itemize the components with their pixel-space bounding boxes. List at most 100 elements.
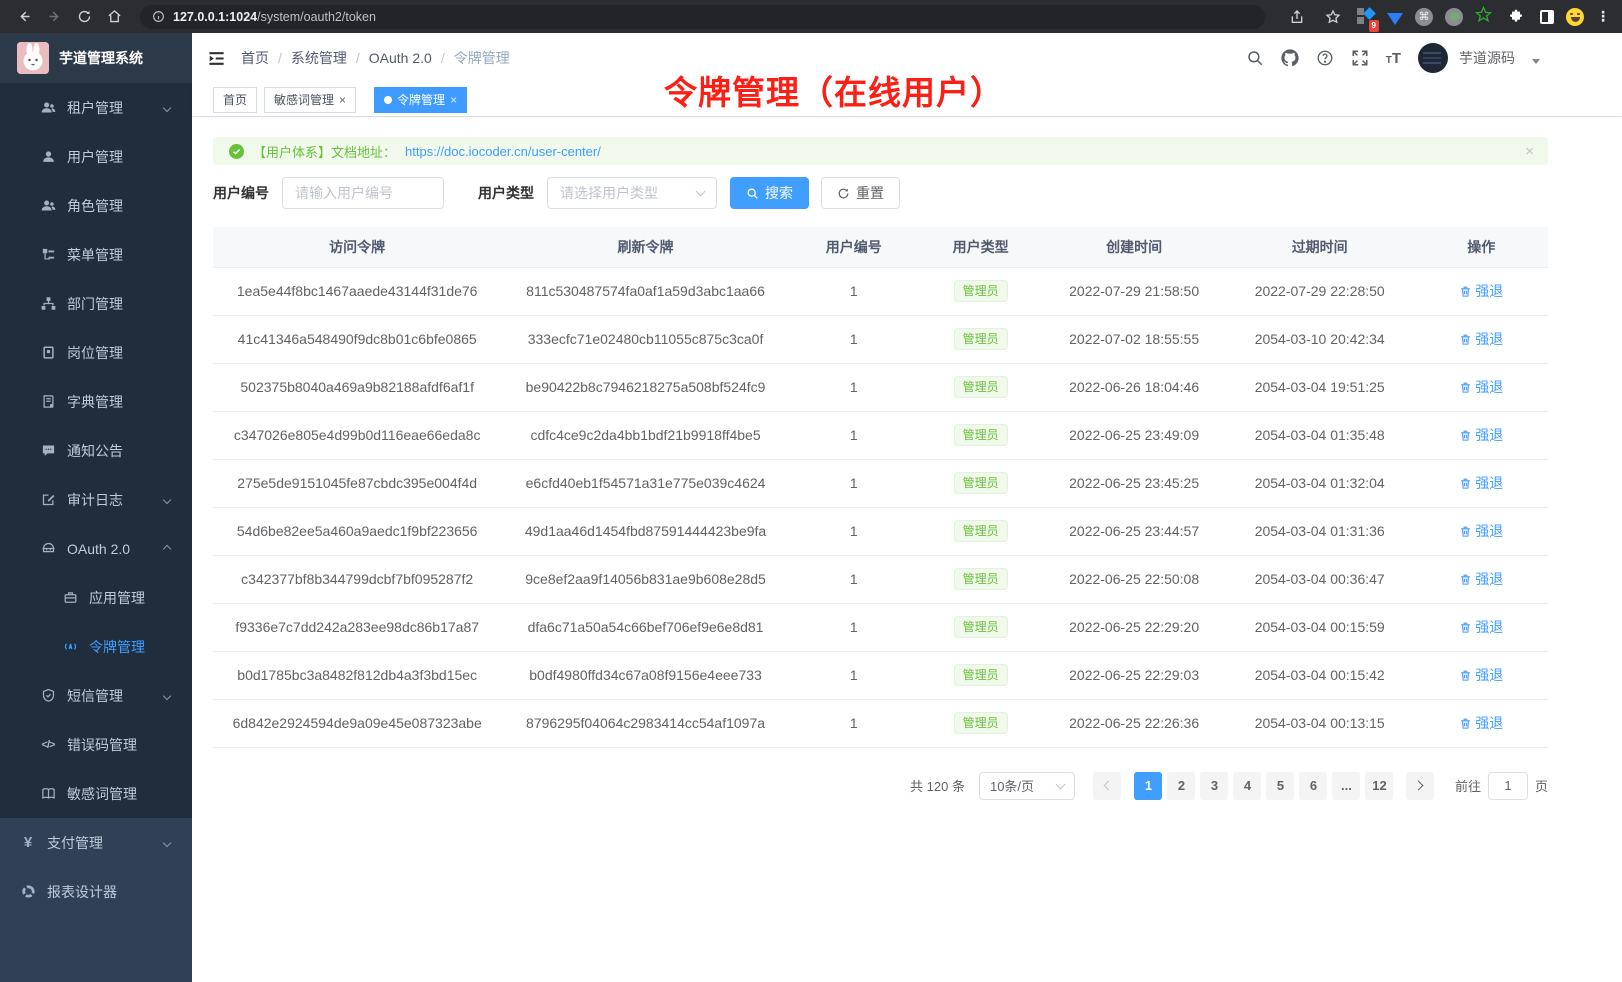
forward-icon[interactable]: [42, 5, 66, 29]
back-icon[interactable]: [12, 5, 36, 29]
table-header-row: 访问令牌 刷新令牌 用户编号 用户类型 创建时间 过期时间 操作: [213, 227, 1548, 268]
briefcase-icon: [62, 590, 78, 606]
command-extension-icon[interactable]: ⌘: [1415, 7, 1433, 26]
page-button-3[interactable]: 3: [1200, 771, 1229, 800]
sidebar-item-menu[interactable]: 菜单管理: [0, 230, 192, 279]
page-size-select[interactable]: 10条/页: [978, 771, 1075, 800]
star-extension-icon[interactable]: [1474, 5, 1493, 28]
fullscreen-icon[interactable]: [1351, 49, 1369, 67]
sidebar-item-pay[interactable]: ¥ 支付管理: [0, 818, 192, 867]
page-button-1[interactable]: 1: [1134, 771, 1163, 800]
sidebar-item-user[interactable]: 用户管理: [0, 132, 192, 181]
page-button-12[interactable]: 12: [1365, 771, 1394, 800]
chevron-down-icon: [162, 103, 172, 112]
sidebar-item-oauth2[interactable]: OAuth 2.0: [0, 524, 192, 573]
sidebar-item-oauth2-token[interactable]: 令牌管理: [0, 622, 192, 671]
trash-icon: [1459, 525, 1472, 538]
app-title: 芋道管理系统: [59, 50, 143, 66]
gem-extension-icon[interactable]: [1387, 12, 1403, 25]
user-menu-caret-icon[interactable]: [1532, 58, 1540, 64]
user-type-cell: 管理员: [917, 507, 1044, 556]
force-logout-button[interactable]: 强退: [1459, 377, 1503, 397]
sidebar-item-dept[interactable]: 部门管理: [0, 279, 192, 328]
trash-icon: [1459, 381, 1472, 394]
alert-close-icon[interactable]: ×: [1525, 142, 1534, 160]
sidebar-item-report-designer[interactable]: 报表设计器: [0, 867, 192, 916]
puzzle-extensions-icon[interactable]: [1504, 5, 1528, 29]
created-time-cell: 2022-06-25 22:29:03: [1043, 651, 1225, 700]
page-button-6[interactable]: 6: [1299, 771, 1328, 800]
page-button-4[interactable]: 4: [1233, 771, 1262, 800]
sidebar-item-audit-log[interactable]: 审计日志: [0, 475, 192, 524]
close-icon[interactable]: ×: [339, 92, 347, 107]
actions-cell: 强退: [1414, 555, 1548, 604]
force-logout-button[interactable]: 强退: [1459, 569, 1503, 589]
collapse-sidebar-icon[interactable]: [207, 49, 226, 68]
reload-icon[interactable]: [72, 5, 96, 29]
sidebar-item-oauth2-application[interactable]: 应用管理: [0, 573, 192, 622]
user-name[interactable]: 芋道源码: [1459, 50, 1515, 66]
share-icon[interactable]: [1285, 5, 1309, 29]
user-id-cell: 1: [789, 507, 918, 556]
sidebar-item-role[interactable]: 角色管理: [0, 181, 192, 230]
breadcrumb-oauth2[interactable]: OAuth 2.0: [368, 50, 432, 66]
trash-icon: [1459, 285, 1472, 298]
user-id-label: 用户编号: [213, 185, 269, 201]
sidebar-item-sensitive-word[interactable]: 敏感词管理: [0, 769, 192, 818]
app-logo[interactable]: 芋道管理系统: [0, 33, 192, 83]
force-logout-button[interactable]: 强退: [1459, 281, 1503, 301]
code-icon: </>: [41, 738, 56, 751]
doc-link[interactable]: https://doc.iocoder.cn/user-center/: [405, 143, 601, 159]
breadcrumb-home[interactable]: 首页: [241, 50, 269, 66]
force-logout-button[interactable]: 强退: [1459, 713, 1503, 733]
search-icon[interactable]: [1246, 49, 1264, 67]
page-button-5[interactable]: 5: [1266, 771, 1295, 800]
pager-more-button[interactable]: ...: [1332, 771, 1361, 800]
sidebar-item-post[interactable]: 岗位管理: [0, 328, 192, 377]
bookmark-star-icon[interactable]: [1321, 5, 1345, 29]
sidebar-item-dict[interactable]: 字典管理: [0, 377, 192, 426]
close-icon[interactable]: ×: [450, 92, 458, 107]
github-icon[interactable]: [1281, 49, 1299, 67]
expire-time-cell: 2054-03-04 01:32:04: [1224, 459, 1415, 508]
breadcrumb-system[interactable]: 系统管理: [290, 50, 347, 66]
side-panel-icon[interactable]: [1540, 9, 1554, 24]
force-logout-button[interactable]: 强退: [1459, 425, 1503, 445]
reset-button[interactable]: 重置: [821, 177, 900, 209]
force-logout-button[interactable]: 强退: [1459, 329, 1503, 349]
force-logout-button[interactable]: 强退: [1459, 473, 1503, 493]
tab-oauth2-token[interactable]: 令牌管理 ×: [374, 86, 468, 113]
search-button[interactable]: 搜索: [730, 177, 809, 209]
url-bar[interactable]: 127.0.0.1:1024/system/oauth2/token: [140, 4, 1265, 29]
sidebar-item-error-code[interactable]: </> 错误码管理: [41, 736, 137, 753]
help-icon[interactable]: [1316, 49, 1334, 67]
prev-page-button[interactable]: [1093, 771, 1122, 800]
home-icon[interactable]: [102, 5, 126, 29]
actions-cell: 强退: [1414, 699, 1548, 748]
user-type-select[interactable]: 请选择用户类型: [547, 177, 717, 209]
page-jump-input[interactable]: [1487, 771, 1528, 800]
page-info-icon[interactable]: [152, 10, 165, 23]
force-logout-button[interactable]: 强退: [1459, 521, 1503, 541]
sidebar-menu-bottom: ¥ 支付管理 报表设计器: [0, 818, 192, 982]
expire-time-cell: 2054-03-04 19:51:25: [1224, 363, 1415, 412]
force-logout-button[interactable]: 强退: [1459, 665, 1503, 685]
sidebar-item-sms[interactable]: 短信管理: [0, 671, 192, 720]
message-icon: [40, 443, 56, 459]
user-id-input[interactable]: [282, 177, 444, 209]
extension-grid-icon[interactable]: 9: [1357, 6, 1379, 32]
profile-avatar-icon[interactable]: [1566, 7, 1584, 26]
page-button-2[interactable]: 2: [1167, 771, 1196, 800]
sidebar-item-tenant[interactable]: 租户管理: [0, 83, 192, 132]
browser-menu-icon[interactable]: ⋮: [1596, 8, 1610, 24]
tab-sensitive-word[interactable]: 敏感词管理 ×: [264, 86, 357, 113]
sidebar-item-notice[interactable]: 通知公告: [0, 426, 192, 475]
font-size-icon[interactable]: TT: [1385, 49, 1401, 67]
recorder-extension-icon[interactable]: [1445, 7, 1463, 26]
tab-home[interactable]: 首页: [213, 86, 258, 113]
force-logout-button[interactable]: 强退: [1459, 617, 1503, 637]
user-type-badge: 管理员: [953, 280, 1008, 302]
next-page-button[interactable]: [1406, 771, 1435, 800]
goto-unit: 页: [1534, 779, 1548, 794]
user-avatar[interactable]: [1418, 43, 1448, 73]
